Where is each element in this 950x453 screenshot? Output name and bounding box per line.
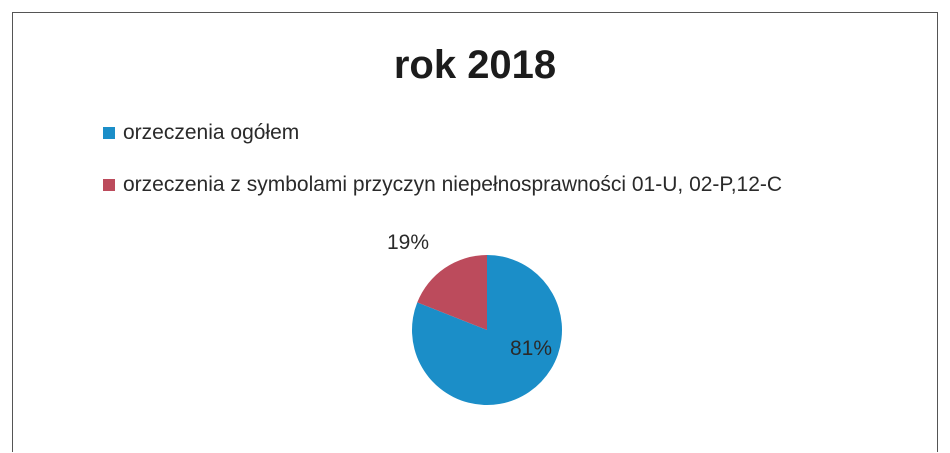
- pie-slice-total: [412, 255, 563, 405]
- chart-frame: rok 2018 orzeczenia ogółem orzeczenia z …: [12, 12, 938, 452]
- data-label-total: 81%: [510, 337, 552, 360]
- legend-label-symbols: orzeczenia z symbolami przyczyn niepełno…: [123, 173, 783, 196]
- data-label-symbols: 19%: [387, 231, 429, 254]
- pie-chart: 81% 19%: [387, 231, 563, 405]
- legend-label-total: orzeczenia ogółem: [123, 121, 300, 144]
- legend-swatch-total: [103, 127, 115, 139]
- chart-legend: orzeczenia ogółem orzeczenia z symbolami…: [103, 121, 782, 197]
- pie-slice-symbols: [417, 255, 487, 330]
- legend-item-total: orzeczenia ogółem: [103, 121, 782, 145]
- chart-title: rok 2018: [393, 43, 557, 87]
- legend-swatch-symbols: [103, 179, 115, 191]
- legend-item-symbols: orzeczenia z symbolami przyczyn niepełno…: [103, 173, 782, 197]
